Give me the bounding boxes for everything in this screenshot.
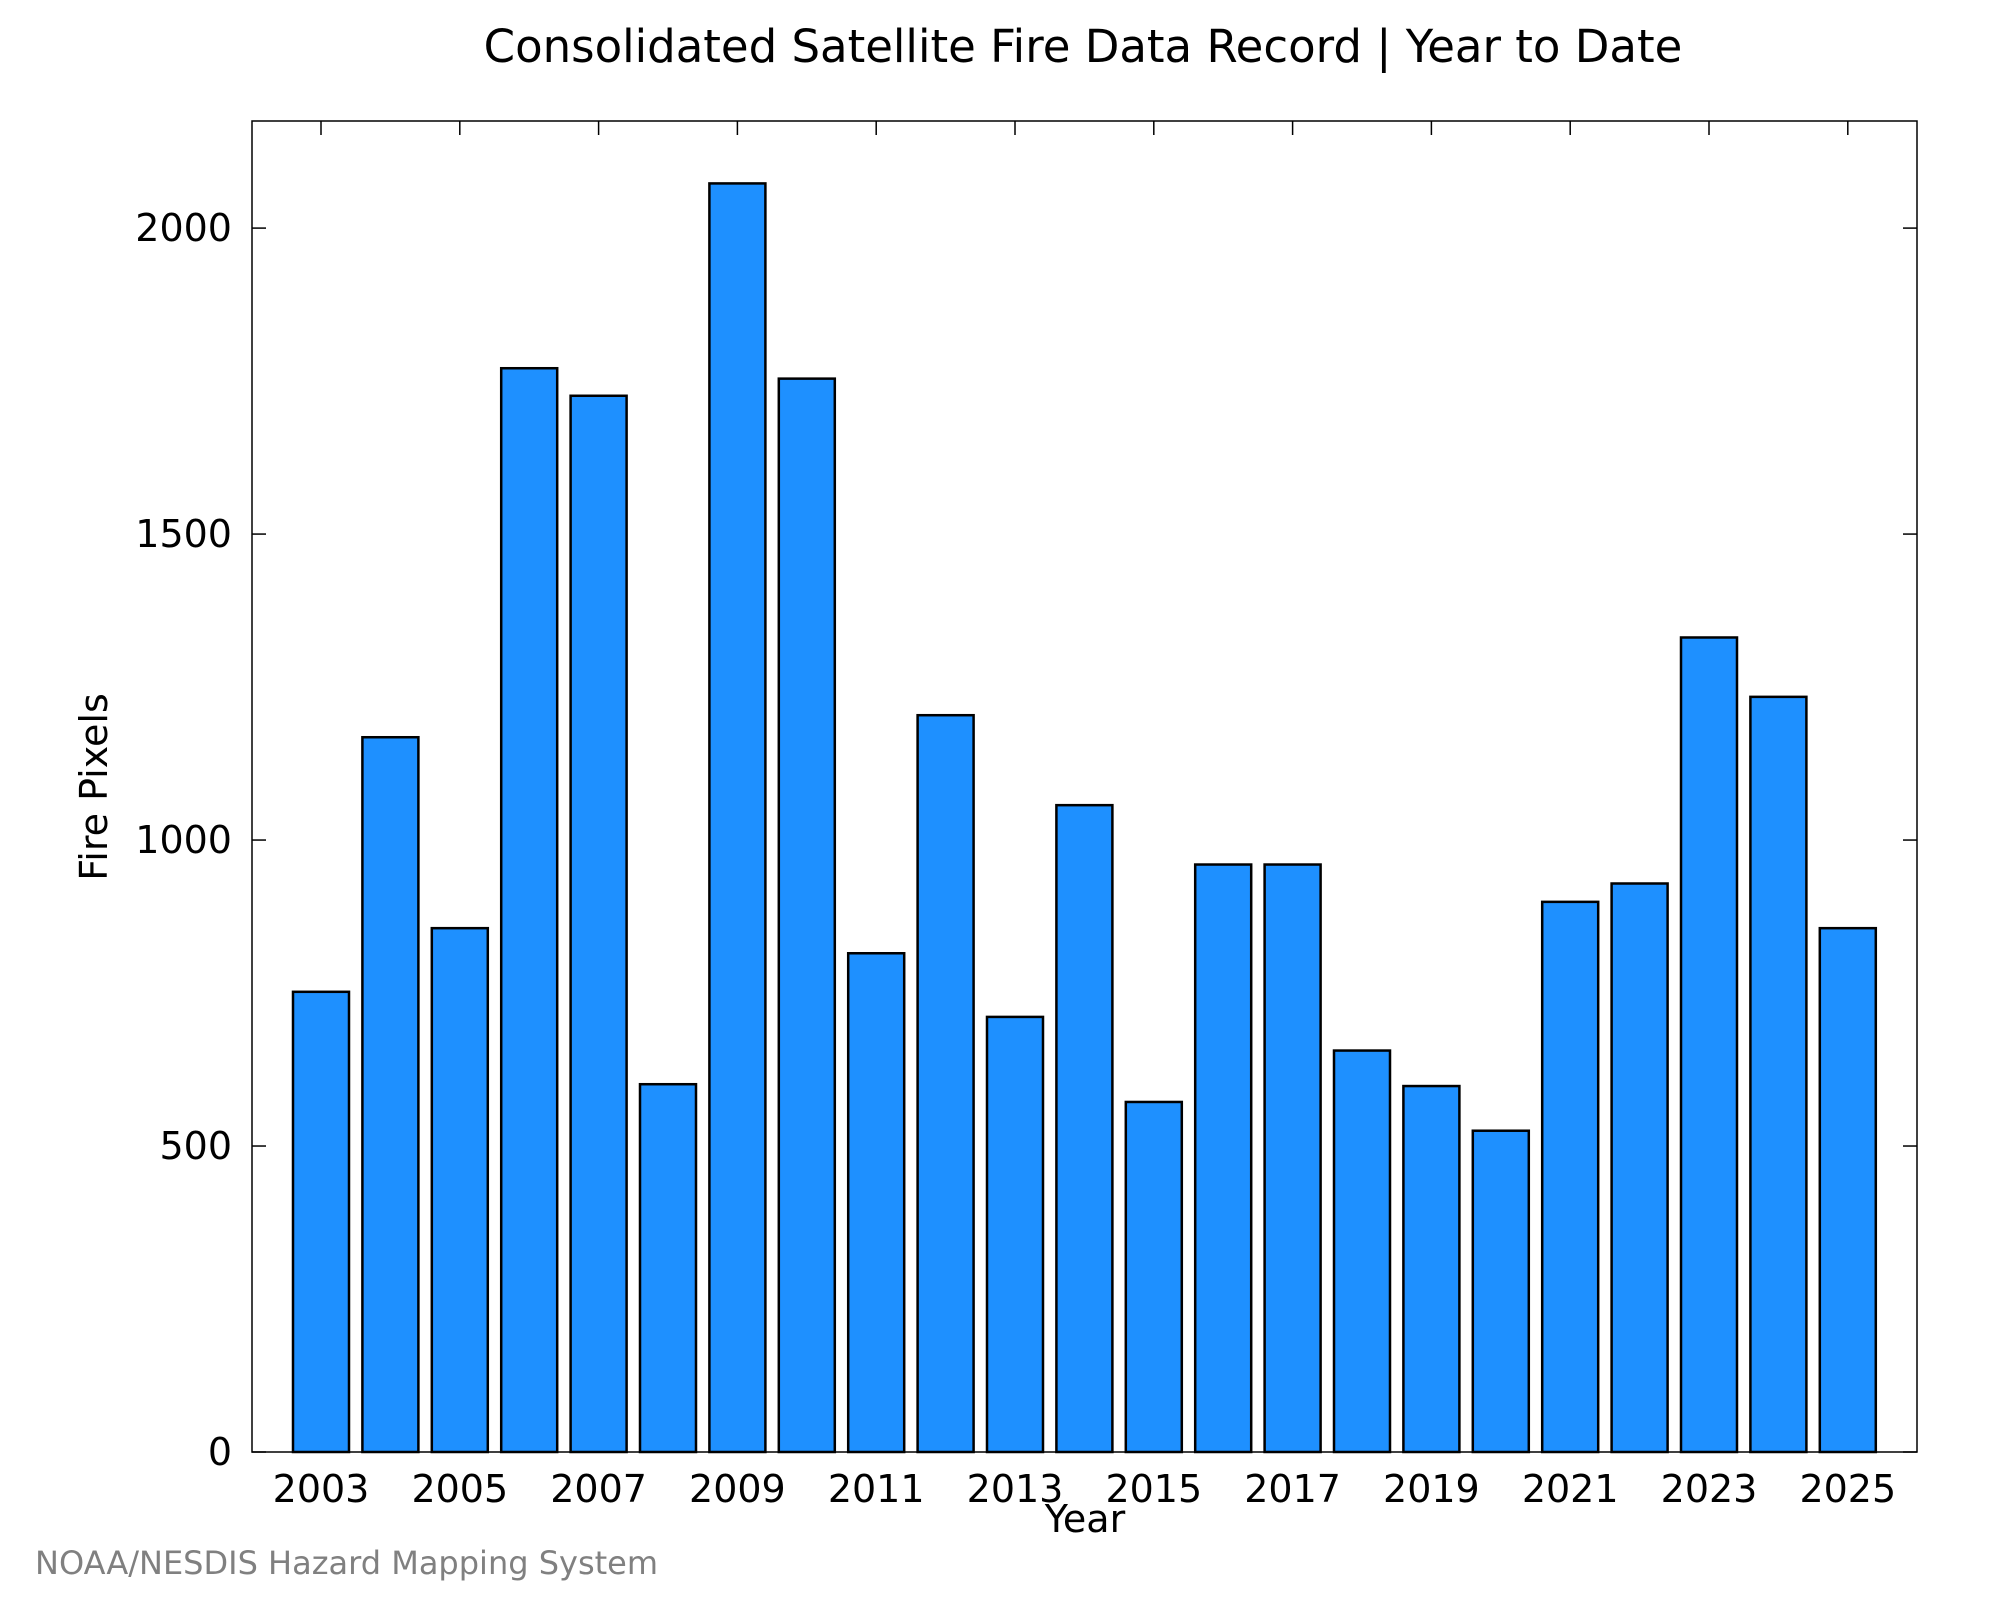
bar-2009 [708, 182, 767, 1454]
bar-2016 [1193, 863, 1253, 1454]
bar-series [291, 182, 1878, 1454]
bar-2012 [916, 713, 975, 1454]
y-tick-label: 1500 [135, 512, 232, 556]
bar-2017 [1263, 863, 1322, 1454]
bar-2011 [846, 952, 906, 1454]
x-tick-label: 2013 [967, 1467, 1064, 1511]
y-tick-label: 500 [159, 1124, 232, 1168]
bar-2007 [569, 394, 628, 1454]
x-tick-label: 2019 [1383, 1467, 1480, 1511]
y-tick-label: 2000 [135, 206, 232, 250]
x-tick-label: 2021 [1522, 1467, 1619, 1511]
x-tick-label: 2007 [550, 1467, 647, 1511]
bar-2021 [1540, 900, 1600, 1454]
y-tick-label: 0 [208, 1430, 232, 1474]
x-tick-label: 2011 [828, 1467, 925, 1511]
bar-2005 [430, 926, 490, 1454]
bar-2008 [638, 1082, 698, 1454]
bar-2025 [1818, 926, 1878, 1454]
x-tick-label: 2005 [411, 1467, 508, 1511]
x-tick-label: 2015 [1105, 1467, 1202, 1511]
bar-2023 [1679, 636, 1739, 1454]
bar-2003 [291, 990, 351, 1454]
bar-2018 [1332, 1049, 1392, 1454]
y-axis-label: Fire Pixels [72, 693, 116, 881]
x-tick-label: 2009 [689, 1467, 786, 1511]
bar-2004 [361, 735, 420, 1454]
bar-2022 [1610, 882, 1669, 1454]
bar-2006 [499, 366, 559, 1454]
x-tick-label: 2023 [1661, 1467, 1758, 1511]
bar-2014 [1055, 803, 1114, 1454]
y-axis-ticks: 0 500 1000 1500 2000 [135, 206, 1917, 1474]
bar-2010 [777, 377, 837, 1454]
bar-2024 [1749, 695, 1808, 1454]
x-axis-label: Year [1044, 1497, 1126, 1541]
bar-2019 [1402, 1084, 1461, 1454]
x-tick-label: 2025 [1799, 1467, 1896, 1511]
x-axis-ticks: 2003 2005 2007 2009 2011 2013 2015 2017 2019 2021… [273, 121, 1896, 1511]
source-credit: NOAA/NESDIS Hazard Mapping System [35, 1544, 658, 1582]
x-tick-label: 2003 [273, 1467, 370, 1511]
chart-title: Consolidated Satellite Fire Data Record … [484, 20, 1683, 73]
bar-2020 [1471, 1129, 1531, 1454]
x-tick-label: 2017 [1244, 1467, 1341, 1511]
y-tick-label: 1000 [135, 818, 232, 862]
bar-2013 [985, 1015, 1045, 1454]
bar-2015 [1124, 1100, 1184, 1454]
